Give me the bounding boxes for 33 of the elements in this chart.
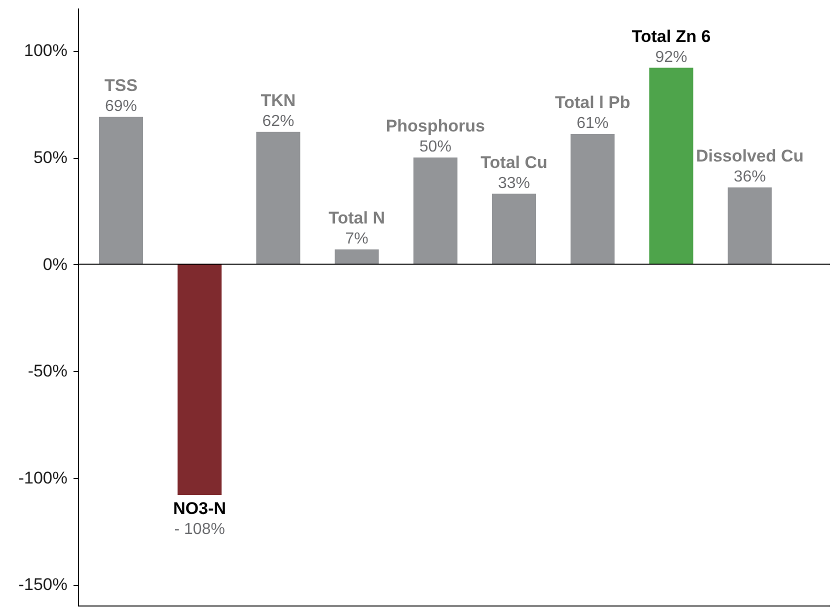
x-tick-label: Total Zn 6 <box>632 26 711 46</box>
bar <box>649 68 694 264</box>
bar <box>256 132 300 264</box>
x-tick-label: NO3-N <box>173 498 226 518</box>
y-tick-label: 50% <box>33 148 68 167</box>
bar <box>570 134 615 264</box>
data-label: 50% <box>419 138 452 156</box>
y-tick-label: 0% <box>42 254 68 274</box>
data-label: - 108% <box>174 520 225 538</box>
x-tick-label: TSS <box>104 76 138 95</box>
data-label: 61% <box>576 115 609 132</box>
bar <box>334 249 379 264</box>
x-tick-label: Total N <box>328 208 385 228</box>
y-tick-label: 100% <box>24 41 68 60</box>
bar <box>413 158 458 264</box>
data-label: 69% <box>104 98 138 115</box>
y-tick-label: -100% <box>18 468 68 488</box>
data-label: 36% <box>734 168 766 186</box>
x-tick-label: Total Cu <box>480 152 548 172</box>
x-tick-label: Total l Pb <box>554 93 630 112</box>
bar <box>99 116 144 264</box>
x-tick-label: TKN <box>260 90 296 110</box>
bar <box>492 194 536 264</box>
data-label: 7% <box>345 230 368 248</box>
y-tick-label: -150% <box>18 575 68 594</box>
x-tick-label: Dissolved Cu <box>696 146 804 166</box>
data-label: 92% <box>655 48 688 66</box>
bar <box>728 187 772 264</box>
x-tick-label: Phosphorus <box>386 116 485 136</box>
data-label: 62% <box>262 112 294 130</box>
bar <box>178 264 222 495</box>
data-label: 33% <box>498 174 530 192</box>
y-tick-label: -50% <box>28 362 68 381</box>
